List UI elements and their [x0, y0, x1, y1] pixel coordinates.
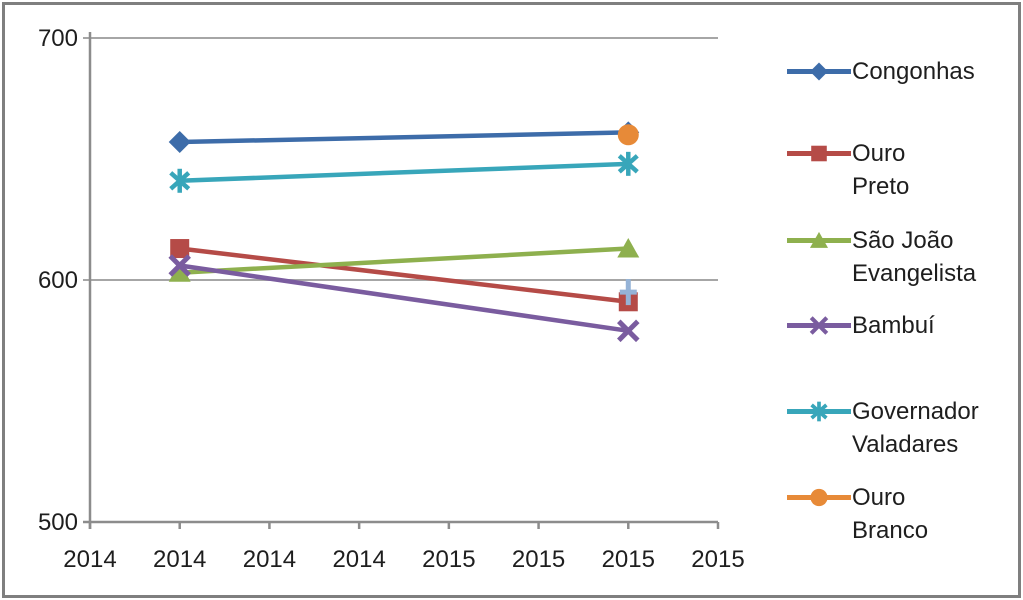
series-line — [179, 246, 629, 305]
x-marker-icon — [617, 319, 640, 343]
x-marker-icon — [168, 254, 191, 277]
series-line — [179, 130, 629, 145]
diamond-marker-icon — [168, 131, 191, 154]
x-axis-label-4: 2015 — [422, 546, 475, 573]
square-marker-icon — [170, 239, 190, 259]
circle-marker-icon — [617, 124, 639, 146]
y-axis-label-500: 500 — [38, 509, 78, 536]
series-bambui — [168, 254, 640, 343]
series-governador-valadares — [169, 151, 639, 193]
triangle-marker-icon — [617, 238, 640, 258]
triangle-marker-icon — [168, 262, 191, 282]
x-axis-label-6: 2015 — [602, 546, 655, 573]
series-line — [179, 263, 629, 334]
series-unnamed — [619, 279, 637, 306]
x-axis-label-0: 2014 — [63, 546, 116, 573]
x-axis-label-5: 2015 — [512, 546, 565, 573]
y-axis-label-600: 600 — [38, 267, 78, 294]
series-ouro-branco — [617, 124, 639, 146]
x-axis-label-2: 2014 — [243, 546, 296, 573]
series-congonhas — [168, 121, 640, 154]
series-sao-joao-evangelista — [168, 238, 640, 282]
x-axis-label-7: 2015 — [691, 546, 744, 573]
x-axis-label-3: 2014 — [332, 546, 385, 573]
series-line — [179, 161, 629, 184]
series-ouro-preto — [170, 239, 638, 312]
y-axis-label-700: 700 — [38, 25, 78, 52]
x-axis-label-1: 2014 — [153, 546, 206, 573]
star-marker-icon — [617, 154, 639, 174]
series-line — [179, 246, 629, 275]
star-marker-icon — [169, 171, 191, 191]
